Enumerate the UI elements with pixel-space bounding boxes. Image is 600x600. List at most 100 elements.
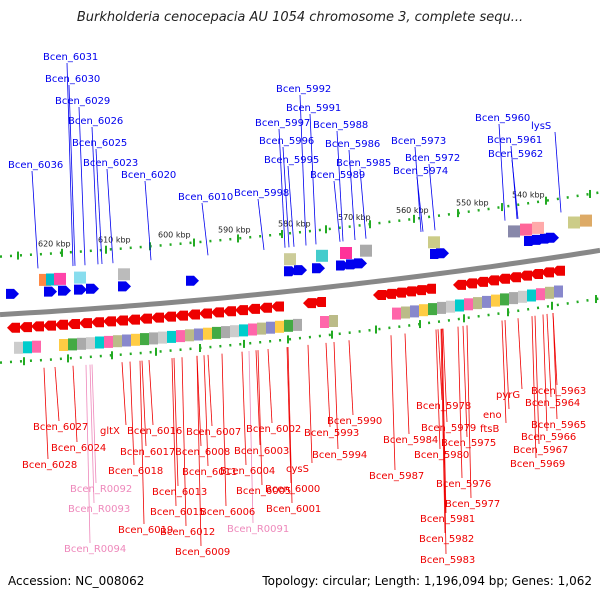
bottom-leader-line	[517, 318, 523, 390]
bottom-gene-label: Bcen_5987	[369, 471, 424, 482]
reverse-feature-block	[293, 318, 302, 331]
top-gene-label: Bcen_5985	[336, 158, 391, 169]
bottom-leader-line	[390, 335, 396, 471]
reverse-gene-arrow	[43, 320, 56, 331]
bottom-gene-label: ftsB	[480, 424, 499, 435]
top-leader-line	[309, 113, 317, 245]
top-gene-label: Bcen_6036	[8, 160, 63, 171]
bottom-gene-label: Bcen_6000	[265, 484, 320, 495]
bottom-leader-line	[466, 325, 472, 499]
top-gene-label: Bcen_6010	[178, 192, 233, 203]
top-leader-line	[144, 180, 152, 261]
top-gene-label: Bcen_6030	[45, 74, 100, 85]
top-leader-line	[106, 168, 114, 264]
bottom-gene-label: Bcen_5967	[513, 445, 568, 456]
bottom-leader-line	[457, 326, 463, 479]
forward-feature-block	[508, 225, 520, 238]
reverse-feature-block	[95, 336, 104, 349]
reverse-gene-arrow	[199, 308, 212, 319]
bottom-gene-label: Bcen_5990	[327, 416, 382, 427]
reverse-feature-block	[509, 292, 518, 305]
reverse-gene-arrow	[464, 278, 477, 289]
reverse-gene-arrow	[541, 267, 554, 278]
forward-gene-arrow	[546, 232, 559, 243]
top-leader-line	[278, 128, 286, 248]
bottom-gene-label: Bcen_R0091	[227, 524, 289, 535]
bottom-leader-line	[504, 320, 510, 410]
reverse-feature-block	[185, 329, 194, 342]
reverse-gene-arrow	[373, 290, 386, 301]
forward-feature-block	[520, 223, 532, 236]
forward-gene-arrow	[186, 275, 199, 286]
bottom-gene-label: Bcen_5980	[414, 450, 469, 461]
bottom-leader-line	[207, 354, 213, 427]
reverse-gene-arrow	[19, 322, 32, 333]
bottom-leader-line	[196, 355, 202, 447]
reverse-feature-block	[104, 335, 113, 348]
reverse-gene-arrow	[151, 312, 164, 323]
forward-gene-arrow	[336, 260, 349, 271]
reverse-gene-arrow	[413, 285, 426, 296]
bottom-gene-label: gltX	[100, 426, 120, 437]
inner-tick-ring	[0, 297, 600, 364]
top-gene-label: Bcen_5988	[313, 120, 368, 131]
accession-text: Accession: NC_008062	[8, 574, 145, 588]
map-title: Burkholderia cenocepacia AU 1054 chromos…	[76, 10, 524, 25]
reverse-feature-block	[446, 300, 455, 313]
reverse-feature-block	[257, 322, 266, 335]
reverse-gene-arrow	[67, 318, 80, 329]
bottom-leader-line	[307, 344, 313, 464]
bottom-leader-line	[501, 320, 507, 424]
kbp-label: 610 kbp	[98, 235, 131, 244]
reverse-gene-arrow	[508, 272, 521, 283]
top-leader-line	[201, 202, 209, 256]
forward-gene-arrow	[284, 266, 297, 277]
reverse-gene-arrow	[175, 310, 188, 321]
reverse-gene-arrow	[247, 303, 260, 314]
reverse-gene-arrow	[211, 307, 224, 318]
top-leader-line	[68, 84, 76, 266]
bottom-gene-label: Bcen_6015	[150, 507, 205, 518]
reverse-gene-arrow	[519, 270, 532, 281]
bottom-leader-line	[91, 364, 97, 484]
reverse-gene-arrow	[187, 309, 200, 320]
bottom-gene-label: Bcen_5981	[420, 514, 475, 525]
bottom-gene-label: Bcen_R0094	[64, 544, 126, 555]
reverse-gene-arrow	[486, 275, 499, 286]
bottom-gene-label: Bcen_6008	[175, 447, 230, 458]
reverse-feature-block	[131, 333, 140, 346]
bottom-leader-line	[129, 361, 135, 466]
bottom-gene-label: Bcen_6012	[160, 527, 215, 538]
reverse-feature-block	[536, 288, 545, 301]
reverse-feature-block	[275, 320, 284, 333]
reverse-gene-arrow	[259, 302, 272, 313]
reverse-feature-block	[419, 304, 428, 317]
kbp-label: 570 kbp	[338, 213, 371, 222]
reverse-feature-block	[212, 326, 221, 339]
reverse-feature-block	[122, 334, 131, 347]
reverse-gene-arrow	[7, 322, 20, 333]
reverse-feature-block	[230, 325, 239, 338]
top-gene-label: Bcen_5995	[264, 155, 319, 166]
bottom-gene-label: Bcen_6007	[186, 427, 241, 438]
top-leader-line	[282, 146, 290, 248]
reverse-feature-block	[554, 285, 563, 298]
reverse-feature-block	[329, 315, 338, 327]
kbp-label: 550 kbp	[456, 198, 489, 207]
bottom-gene-label: Bcen_5964	[525, 398, 580, 409]
bottom-gene-label: Bcen_5965	[531, 420, 586, 431]
reverse-feature-block	[500, 293, 509, 306]
top-leader-line	[554, 131, 562, 213]
bottom-gene-label: Bcen_6027	[33, 422, 88, 433]
bottom-leader-line	[435, 329, 441, 450]
top-gene-label: Bcen_5962	[488, 149, 543, 160]
top-gene-label: Bcen_6031	[43, 52, 98, 63]
backbone-layer	[0, 247, 600, 318]
reverse-feature-block	[392, 307, 401, 320]
reverse-feature-block	[518, 290, 527, 303]
backbone-arc	[0, 247, 600, 318]
kbp-label: 590 kbp	[218, 225, 251, 234]
reverse-feature-block	[23, 341, 32, 354]
bottom-leader-line	[325, 342, 331, 428]
top-gene-label: Bcen_5992	[276, 84, 331, 95]
